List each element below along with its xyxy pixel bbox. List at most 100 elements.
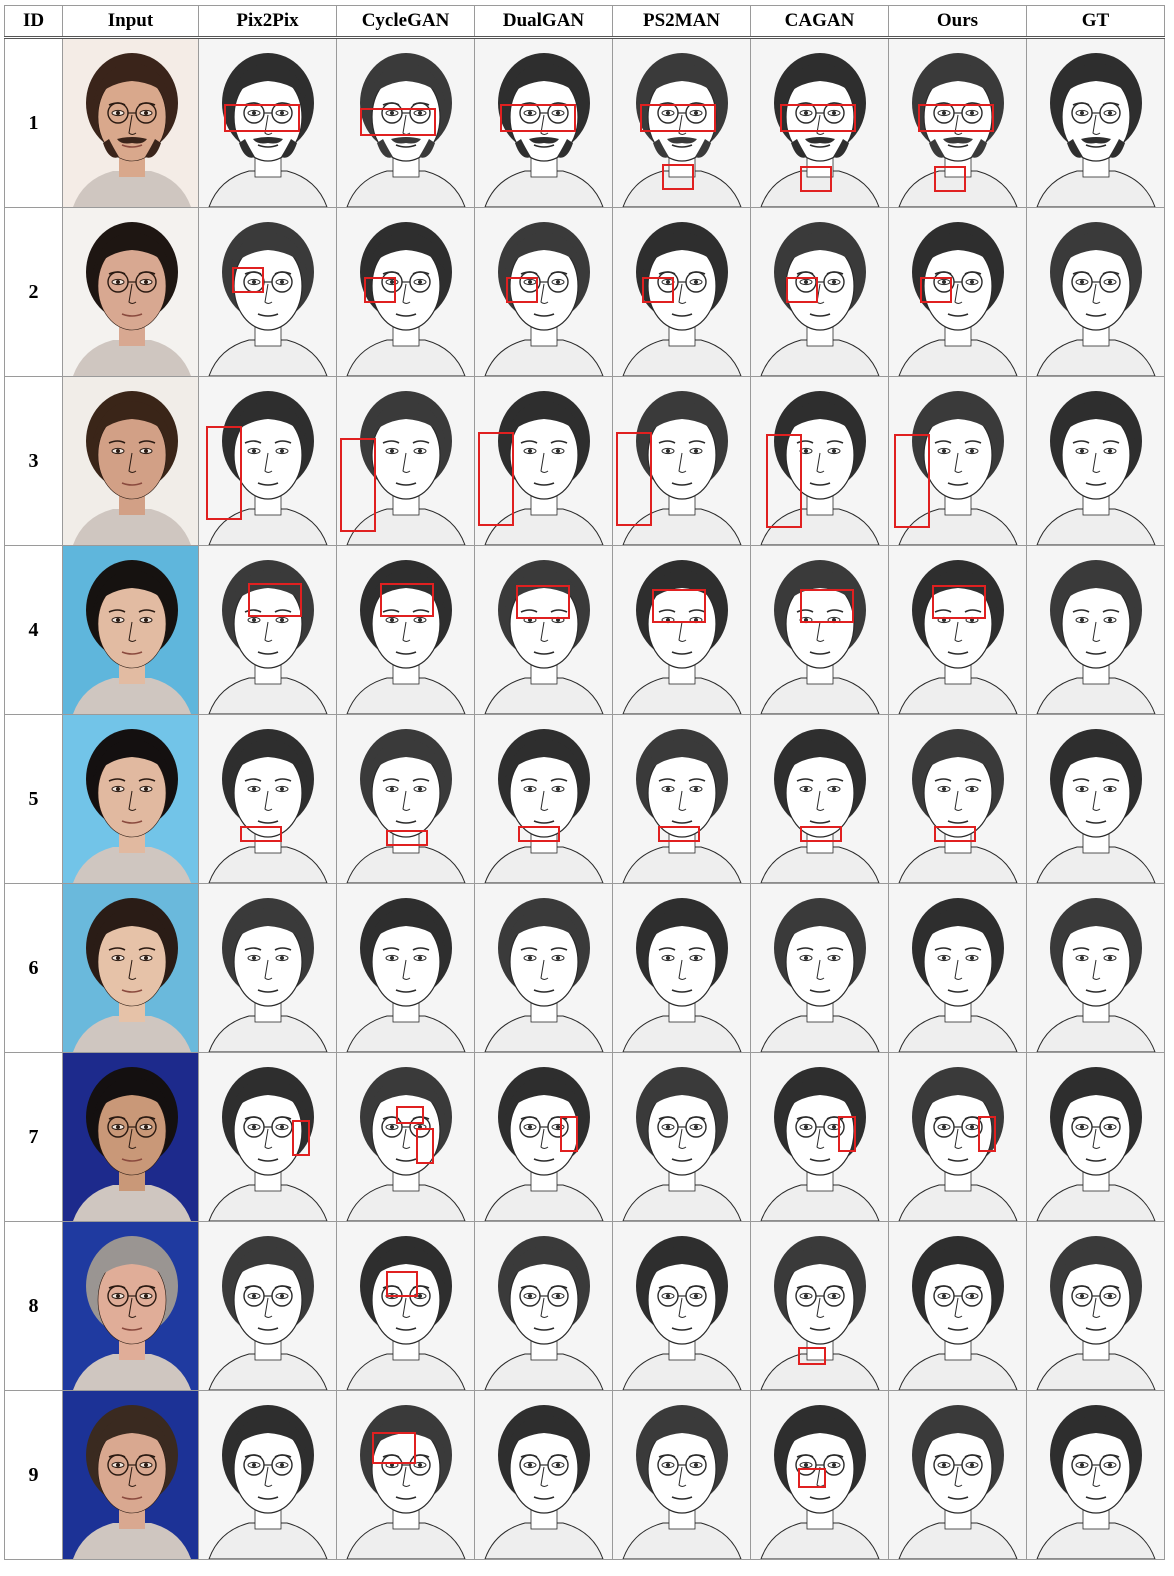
gt-sketch — [1026, 1221, 1165, 1391]
cyclegan-sketch — [336, 883, 475, 1053]
row-id: 8 — [4, 1221, 63, 1391]
highlight-box — [516, 585, 570, 619]
highlight-box — [662, 164, 694, 190]
comparison-table: ID Input Pix2Pix CycleGAN DualGAN PS2MAN… — [4, 5, 1165, 1560]
table-row: 3 — [4, 376, 1165, 546]
input-photo — [62, 1052, 199, 1222]
highlight-box — [364, 277, 396, 303]
table-row: 7 — [4, 1052, 1165, 1222]
highlight-box — [360, 108, 436, 136]
gt-sketch — [1026, 376, 1165, 546]
cagan-sketch — [750, 1052, 889, 1222]
dualgan-sketch — [474, 207, 613, 377]
column-header-gt: GT — [1026, 5, 1165, 38]
row-id: 2 — [4, 207, 63, 377]
cagan-sketch — [750, 1221, 889, 1391]
ps2man-sketch — [612, 545, 751, 715]
highlight-box — [798, 1347, 826, 1365]
highlight-box — [780, 104, 856, 132]
row-id: 4 — [4, 545, 63, 715]
row-id: 9 — [4, 1390, 63, 1560]
ours-sketch — [888, 1052, 1027, 1222]
ours-sketch — [888, 37, 1027, 208]
pix2pix-sketch — [198, 714, 337, 884]
gt-sketch — [1026, 714, 1165, 884]
highlight-box — [800, 589, 854, 623]
cyclegan-sketch — [336, 376, 475, 546]
ps2man-sketch — [612, 883, 751, 1053]
highlight-box — [224, 104, 300, 132]
ours-sketch — [888, 714, 1027, 884]
ps2man-sketch — [612, 714, 751, 884]
highlight-box — [478, 432, 514, 526]
pix2pix-sketch — [198, 376, 337, 546]
ours-sketch — [888, 545, 1027, 715]
highlight-box — [380, 583, 434, 617]
cagan-sketch — [750, 1390, 889, 1560]
pix2pix-sketch — [198, 1052, 337, 1222]
highlight-box — [248, 583, 302, 617]
dualgan-sketch — [474, 37, 613, 208]
comparison-figure: ID Input Pix2Pix CycleGAN DualGAN PS2MAN… — [4, 5, 1165, 1560]
cyclegan-sketch — [336, 1221, 475, 1391]
cyclegan-sketch — [336, 37, 475, 208]
input-photo — [62, 545, 199, 715]
input-photo — [62, 207, 199, 377]
highlight-box — [838, 1116, 856, 1152]
row-id: 7 — [4, 1052, 63, 1222]
highlight-box — [642, 277, 674, 303]
highlight-box — [386, 830, 428, 846]
cyclegan-sketch — [336, 714, 475, 884]
pix2pix-sketch — [198, 883, 337, 1053]
highlight-box — [934, 826, 976, 842]
highlight-box — [240, 826, 282, 842]
ps2man-sketch — [612, 1390, 751, 1560]
table-row: 2 — [4, 207, 1165, 377]
highlight-box — [396, 1106, 424, 1124]
ours-sketch — [888, 1390, 1027, 1560]
column-header-ours: Ours — [888, 5, 1027, 38]
input-photo — [62, 883, 199, 1053]
ps2man-sketch — [612, 1052, 751, 1222]
highlight-box — [918, 104, 994, 132]
highlight-box — [658, 826, 700, 842]
column-header-dualgan: DualGAN — [474, 5, 613, 38]
highlight-box — [386, 1271, 418, 1297]
highlight-box — [786, 277, 818, 303]
input-photo — [62, 376, 199, 546]
dualgan-sketch — [474, 714, 613, 884]
dualgan-sketch — [474, 1390, 613, 1560]
highlight-box — [652, 589, 706, 623]
input-photo — [62, 37, 199, 208]
gt-sketch — [1026, 1390, 1165, 1560]
input-photo — [62, 714, 199, 884]
highlight-box — [800, 166, 832, 192]
dualgan-sketch — [474, 376, 613, 546]
column-header-pix2pix: Pix2Pix — [198, 5, 337, 38]
row-id: 6 — [4, 883, 63, 1053]
highlight-box — [640, 104, 716, 132]
highlight-box — [920, 277, 952, 303]
gt-sketch — [1026, 883, 1165, 1053]
gt-sketch — [1026, 545, 1165, 715]
cyclegan-sketch — [336, 207, 475, 377]
highlight-box — [416, 1128, 434, 1164]
cagan-sketch — [750, 207, 889, 377]
highlight-box — [766, 434, 802, 528]
column-header-cagan: CAGAN — [750, 5, 889, 38]
input-photo — [62, 1390, 199, 1560]
table-row: 5 — [4, 714, 1165, 884]
input-photo — [62, 1221, 199, 1391]
pix2pix-sketch — [198, 37, 337, 208]
highlight-box — [206, 426, 242, 520]
dualgan-sketch — [474, 1052, 613, 1222]
row-id: 3 — [4, 376, 63, 546]
cyclegan-sketch — [336, 1052, 475, 1222]
highlight-box — [340, 438, 376, 532]
dualgan-sketch — [474, 883, 613, 1053]
highlight-box — [932, 585, 986, 619]
highlight-box — [978, 1116, 996, 1152]
cagan-sketch — [750, 883, 889, 1053]
table-row: 6 — [4, 883, 1165, 1053]
row-id: 5 — [4, 714, 63, 884]
